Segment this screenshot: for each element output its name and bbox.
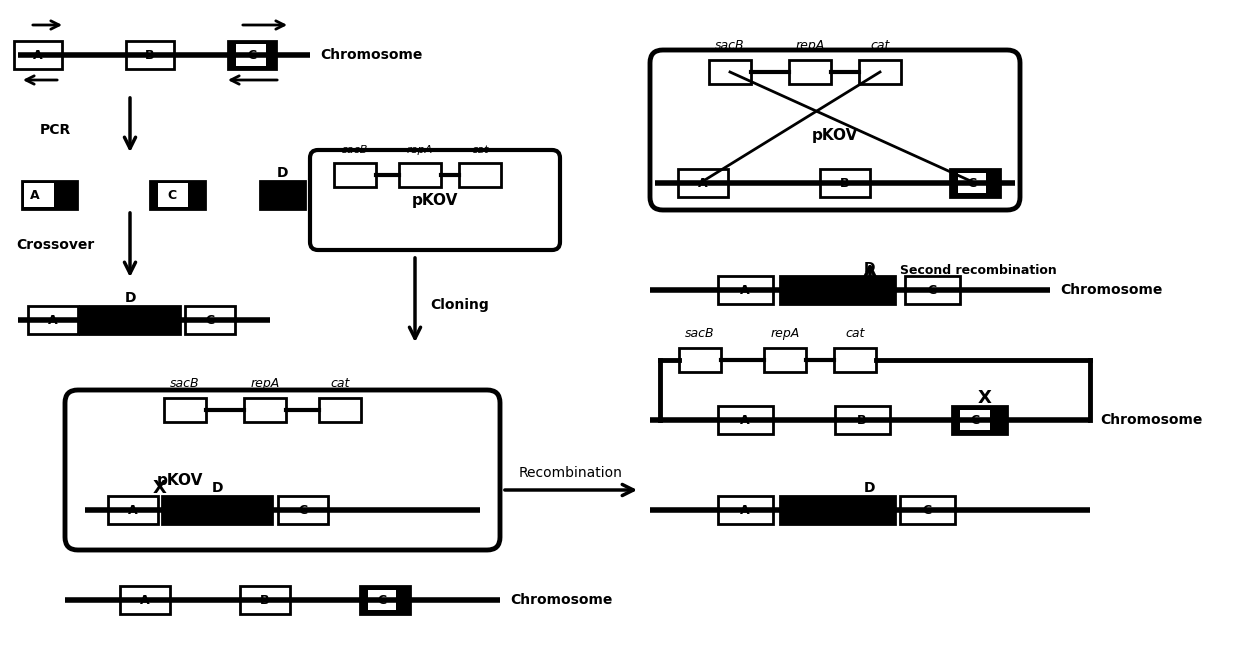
Text: repA: repA <box>407 145 433 155</box>
Text: repA: repA <box>250 377 280 390</box>
FancyBboxPatch shape <box>278 496 329 524</box>
Text: C: C <box>928 284 936 297</box>
Text: pKOV: pKOV <box>156 473 203 487</box>
Text: cat: cat <box>870 39 889 52</box>
Text: sacB: sacB <box>342 145 368 155</box>
Text: Chromosome: Chromosome <box>1060 283 1162 297</box>
FancyBboxPatch shape <box>244 398 286 422</box>
Text: cat: cat <box>471 145 489 155</box>
FancyBboxPatch shape <box>820 169 870 197</box>
Text: A: A <box>140 594 150 606</box>
Text: X: X <box>153 479 167 497</box>
Text: sacB: sacB <box>170 377 200 390</box>
FancyBboxPatch shape <box>835 348 875 372</box>
FancyBboxPatch shape <box>157 183 188 207</box>
Text: D: D <box>880 275 892 289</box>
Text: Chromosome: Chromosome <box>510 593 613 607</box>
Text: A: A <box>48 313 58 327</box>
Text: B: B <box>841 177 849 189</box>
Text: Chromosome: Chromosome <box>1100 413 1203 427</box>
FancyBboxPatch shape <box>260 181 305 209</box>
FancyBboxPatch shape <box>859 60 901 84</box>
Text: repA: repA <box>770 327 800 340</box>
FancyBboxPatch shape <box>835 406 890 434</box>
Text: sacB: sacB <box>715 39 745 52</box>
Text: Recombination: Recombination <box>520 466 622 480</box>
FancyBboxPatch shape <box>228 41 277 69</box>
Text: C: C <box>923 503 931 517</box>
FancyBboxPatch shape <box>334 163 376 187</box>
FancyBboxPatch shape <box>29 306 78 334</box>
FancyBboxPatch shape <box>241 586 290 614</box>
Text: A: A <box>740 503 750 517</box>
FancyBboxPatch shape <box>789 60 831 84</box>
FancyBboxPatch shape <box>236 44 267 66</box>
FancyBboxPatch shape <box>905 276 960 304</box>
Text: D: D <box>211 481 223 495</box>
FancyBboxPatch shape <box>22 181 77 209</box>
FancyBboxPatch shape <box>108 496 157 524</box>
Text: C: C <box>377 594 387 606</box>
FancyBboxPatch shape <box>950 169 999 197</box>
Text: Crossover: Crossover <box>16 238 94 252</box>
FancyBboxPatch shape <box>900 496 955 524</box>
FancyBboxPatch shape <box>368 590 396 610</box>
Text: C: C <box>206 313 215 327</box>
Text: A: A <box>740 414 750 426</box>
Text: C: C <box>167 189 176 201</box>
FancyBboxPatch shape <box>709 60 751 84</box>
FancyBboxPatch shape <box>678 169 728 197</box>
Text: cat: cat <box>846 327 864 340</box>
Text: D: D <box>124 291 135 305</box>
Text: pKOV: pKOV <box>812 127 858 143</box>
FancyBboxPatch shape <box>718 276 773 304</box>
Text: D: D <box>864 261 875 275</box>
FancyBboxPatch shape <box>185 306 236 334</box>
Text: Chromosome: Chromosome <box>320 48 423 62</box>
FancyBboxPatch shape <box>360 586 410 614</box>
FancyBboxPatch shape <box>14 41 62 69</box>
Text: B: B <box>857 414 867 426</box>
Text: A: A <box>128 503 138 517</box>
Text: C: C <box>971 414 980 426</box>
Text: sacB: sacB <box>686 327 714 340</box>
Text: repA: repA <box>795 39 825 52</box>
Text: B: B <box>260 594 270 606</box>
Text: A: A <box>698 177 708 189</box>
FancyBboxPatch shape <box>718 406 773 434</box>
Text: D: D <box>277 166 288 180</box>
Text: B: B <box>145 48 155 62</box>
FancyBboxPatch shape <box>164 398 206 422</box>
FancyBboxPatch shape <box>780 496 895 524</box>
Text: A: A <box>33 48 43 62</box>
FancyBboxPatch shape <box>718 496 773 524</box>
FancyBboxPatch shape <box>680 348 720 372</box>
FancyBboxPatch shape <box>780 276 895 304</box>
FancyBboxPatch shape <box>319 398 361 422</box>
FancyBboxPatch shape <box>960 410 990 430</box>
FancyBboxPatch shape <box>162 496 272 524</box>
Text: cat: cat <box>330 377 350 390</box>
FancyBboxPatch shape <box>952 406 1007 434</box>
Text: A: A <box>740 284 750 297</box>
FancyBboxPatch shape <box>24 183 55 207</box>
FancyBboxPatch shape <box>120 586 170 614</box>
Text: C: C <box>967 177 977 189</box>
FancyBboxPatch shape <box>959 173 986 193</box>
Text: X: X <box>978 389 992 407</box>
FancyBboxPatch shape <box>150 181 205 209</box>
Text: A: A <box>30 189 40 201</box>
Text: Second recombination: Second recombination <box>900 264 1056 276</box>
FancyBboxPatch shape <box>399 163 441 187</box>
Text: PCR: PCR <box>40 123 71 137</box>
Text: pKOV: pKOV <box>412 193 459 207</box>
FancyBboxPatch shape <box>459 163 501 187</box>
FancyBboxPatch shape <box>764 348 806 372</box>
Text: D: D <box>864 481 875 495</box>
FancyBboxPatch shape <box>126 41 174 69</box>
Text: Cloning: Cloning <box>430 298 489 312</box>
Text: C: C <box>248 48 257 62</box>
FancyBboxPatch shape <box>81 306 180 334</box>
Text: C: C <box>299 503 308 517</box>
